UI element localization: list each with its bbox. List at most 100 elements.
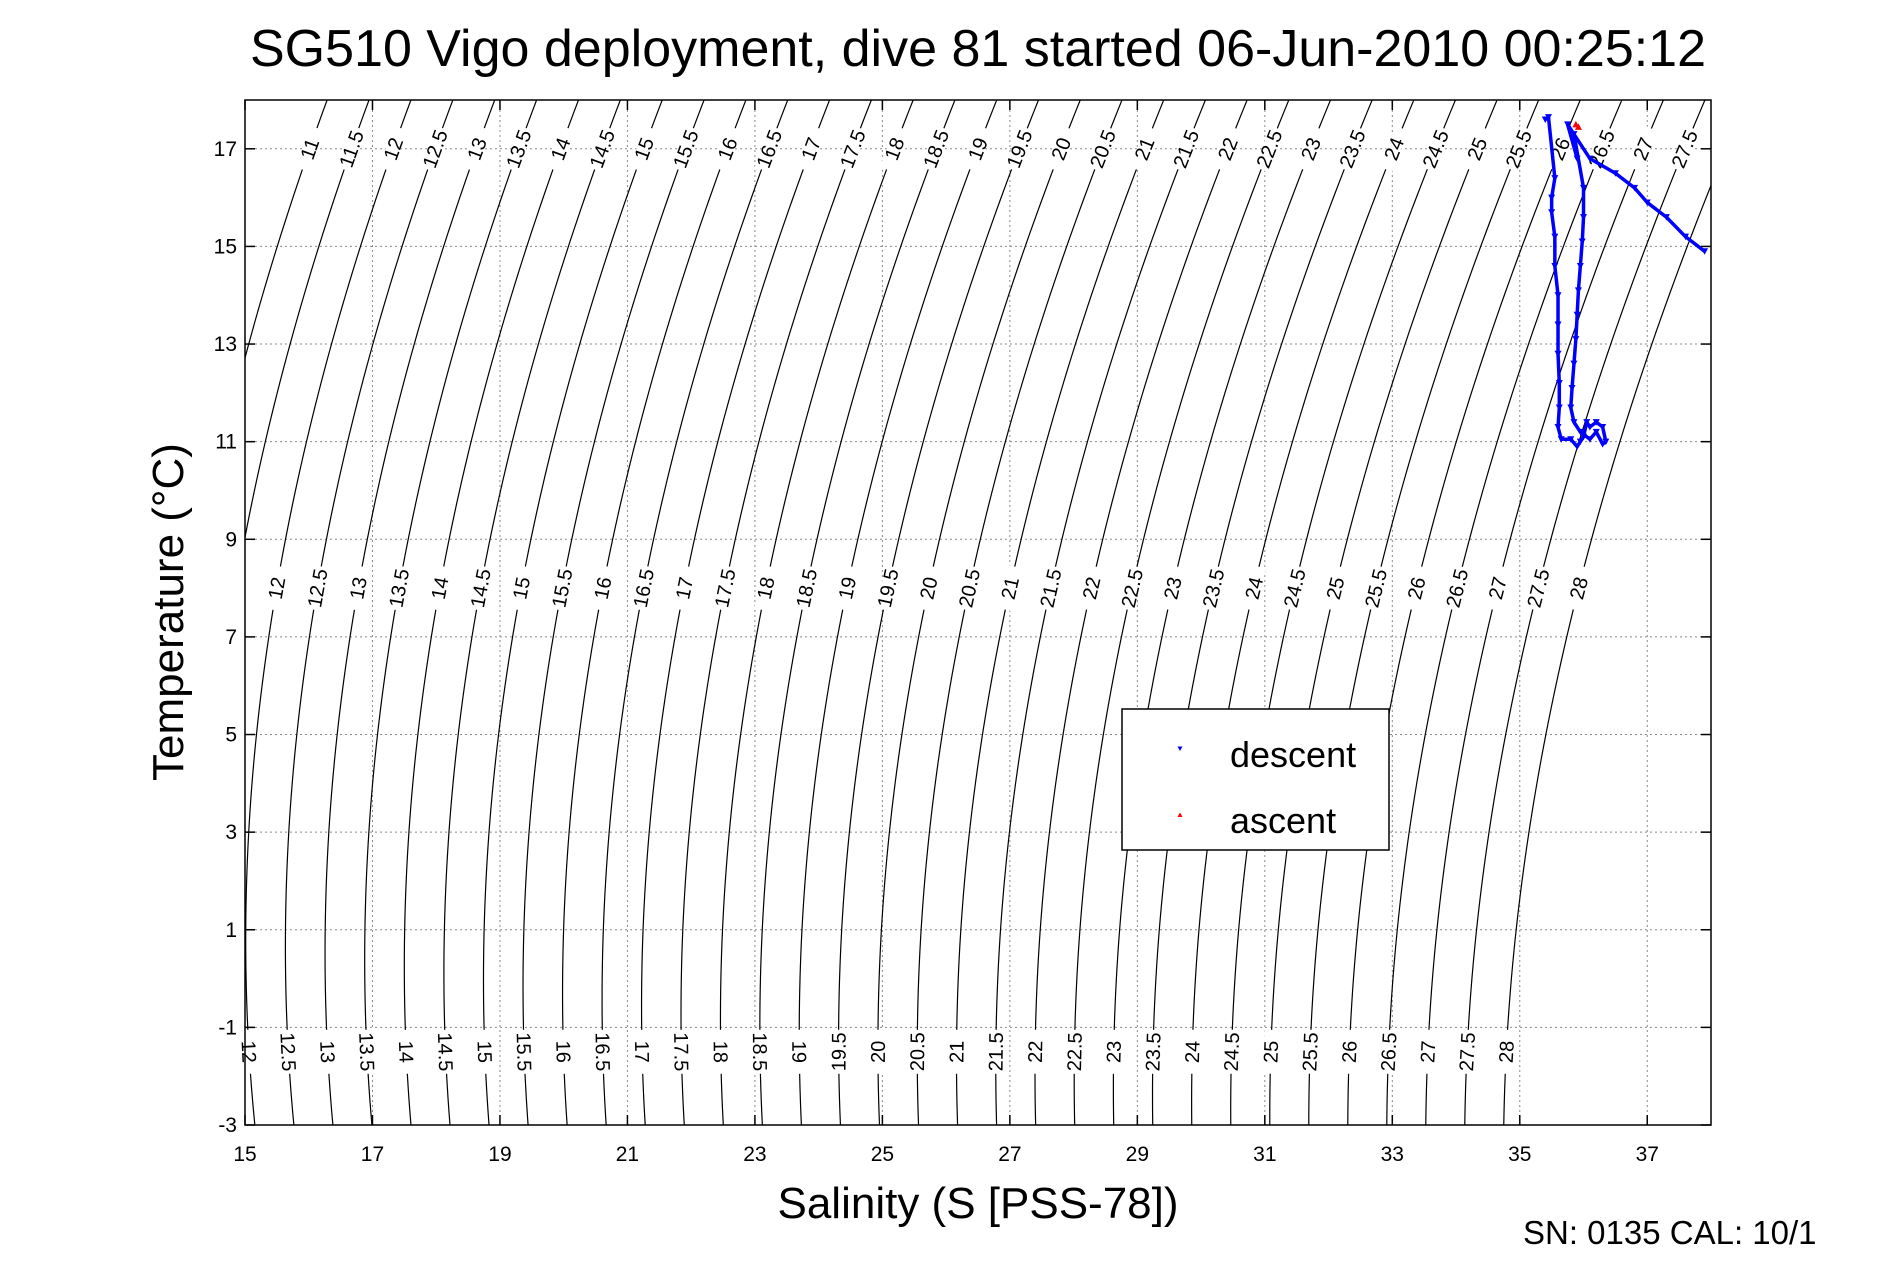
descent-point	[1701, 248, 1709, 255]
contour-label: 22.5	[1064, 1032, 1087, 1071]
descent-point	[1662, 214, 1670, 221]
x-tick-label: 15	[233, 1143, 256, 1166]
density-contour	[364, 100, 538, 1125]
descent-point	[1580, 184, 1588, 192]
contour-label: 19	[835, 575, 861, 601]
contour-label-gap	[629, 125, 659, 172]
density-contour	[522, 100, 705, 1125]
y-tick-label: -1	[218, 1016, 237, 1039]
contour-label-gap	[319, 1029, 336, 1075]
contour-label-gap	[1380, 1029, 1397, 1075]
descent-point	[1572, 336, 1580, 343]
contour-label-gap	[671, 125, 700, 172]
contour-label-gap	[1341, 1029, 1358, 1075]
contour-label: 23	[1160, 575, 1186, 602]
contour-label: 22	[1079, 575, 1105, 602]
y-tick-label: 15	[214, 235, 237, 258]
contour-label: 27.5	[1524, 567, 1555, 610]
contour-label: 25.5	[1361, 567, 1392, 610]
contour-label-gap	[347, 565, 370, 612]
contour-label-gap	[1404, 565, 1429, 612]
contour-label: 14.5	[433, 1032, 456, 1072]
descent-point	[1576, 438, 1584, 446]
contour-label-gap	[1379, 125, 1409, 172]
contour-label: 19.5	[874, 567, 904, 610]
contour-label: 16	[551, 1040, 573, 1063]
density-contour	[1386, 100, 1623, 1125]
contour-label-gap	[1337, 125, 1368, 172]
contour-label-gap	[1498, 1029, 1515, 1075]
contour-label: 17.5	[669, 1032, 691, 1071]
descent-point	[1554, 292, 1562, 299]
contour-label: 23.5	[1142, 1032, 1165, 1072]
descent-point	[1574, 287, 1582, 294]
contour-label: 18.5	[920, 127, 954, 171]
contour-label-gap	[835, 565, 859, 612]
density-contour	[837, 100, 1040, 1125]
contour-label: 13.5	[354, 1032, 378, 1072]
data-series	[1541, 114, 1709, 451]
y-tick-label: 11	[215, 431, 237, 454]
x-tick-label: 29	[1126, 1143, 1149, 1166]
contour-label-gap	[1201, 565, 1226, 612]
contour-label: 23.5	[1199, 567, 1229, 610]
contour-label: 25	[1323, 575, 1350, 602]
contour-label: 20.5	[907, 1032, 929, 1071]
legend-descent-label: descent	[1230, 734, 1356, 775]
contour-label: 16.5	[590, 1032, 613, 1071]
contour-label-gap	[420, 125, 450, 172]
contour-label: 15	[509, 575, 535, 601]
contour-label-gap	[713, 125, 742, 172]
descent-point	[1586, 436, 1594, 443]
descent-point	[1564, 121, 1572, 128]
contour-label-gap	[998, 565, 1022, 612]
contour-label-gap	[876, 565, 900, 612]
contour-label-gap	[359, 1029, 375, 1075]
y-tick-label: -3	[218, 1114, 237, 1137]
contour-label-gap	[916, 565, 941, 612]
plot-frame	[244, 99, 1712, 1126]
contour-label: 19.5	[829, 1032, 851, 1071]
density-contour	[1151, 100, 1373, 1125]
x-tick-label: 37	[1636, 1143, 1659, 1166]
contour-label-gap	[510, 565, 533, 612]
contour-label-gap	[1302, 1029, 1318, 1075]
contour-label-gap	[1129, 125, 1159, 172]
contour-label-gap	[713, 565, 737, 612]
density-contour	[482, 100, 663, 1125]
contour-label: 12.5	[419, 127, 453, 171]
y-tick-label: 5	[225, 724, 237, 747]
descent-point	[1548, 194, 1556, 202]
contour-label: 13	[315, 1040, 338, 1063]
contour-label-gap	[1254, 125, 1284, 172]
descent-point	[1570, 360, 1578, 368]
contour-label: 14.5	[467, 567, 496, 609]
density-contour	[324, 100, 496, 1125]
contour-label-gap	[1046, 125, 1076, 172]
contour-label: 24	[1242, 575, 1269, 602]
contour-label-gap	[910, 1029, 925, 1074]
calibration-annotation: SN: 0135 CAL: 10/1	[1523, 1214, 1817, 1251]
descent-point	[1576, 262, 1584, 270]
y-axis-title: Temperature (°C)	[144, 443, 193, 781]
density-contour	[1269, 100, 1498, 1125]
descent-point	[1576, 428, 1584, 436]
contour-label: 13	[346, 575, 372, 601]
contour-label-gap	[1669, 125, 1700, 172]
contour-label-gap	[1004, 125, 1034, 172]
contour-label: 25	[1260, 1040, 1283, 1063]
contour-label-gap	[632, 565, 655, 612]
contour-label-gap	[1420, 125, 1451, 172]
contour-label-gap	[963, 125, 993, 172]
legend-ascent-label: ascent	[1230, 800, 1336, 841]
x-tick-label: 25	[871, 1143, 894, 1166]
contour-label-gap	[870, 1029, 886, 1074]
descent-point	[1592, 428, 1600, 436]
descent-point	[1573, 311, 1581, 319]
contour-label: 24	[1182, 1040, 1205, 1063]
contour-label-gap	[1296, 125, 1326, 172]
contour-label: 18	[754, 575, 780, 601]
descent-point	[1583, 419, 1591, 426]
descent-point	[1570, 131, 1578, 138]
